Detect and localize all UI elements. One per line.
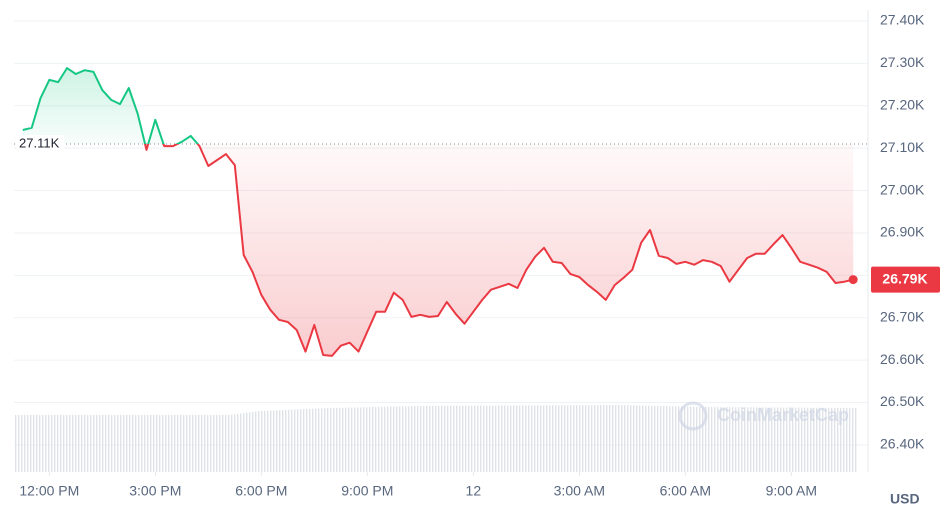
y-tick-label: 27.20K [880, 96, 925, 112]
last-price-label: 26.79K [882, 270, 927, 286]
y-tick-label: 27.30K [880, 54, 925, 70]
x-tick-label: 6:00 PM [235, 483, 287, 499]
last-point [848, 275, 858, 285]
currency-label: USD [890, 491, 920, 507]
watermark-logo [678, 401, 708, 431]
x-tick-label: 9:00 AM [766, 483, 817, 499]
y-tick-label: 27.10K [880, 139, 925, 155]
y-tick-label: 26.90K [880, 224, 925, 240]
watermark: CoinMarketCap [717, 405, 849, 425]
y-tick-label: 27.40K [880, 12, 925, 28]
x-tick-label: 6:00 AM [660, 483, 711, 499]
y-tick-label: 26.70K [880, 308, 925, 324]
y-tick-label: 26.60K [880, 351, 925, 367]
x-tick-label: 3:00 PM [129, 483, 181, 499]
volume-backdrop [14, 405, 858, 472]
last-price-tag [871, 266, 940, 293]
y-tick-label: 26.40K [880, 436, 925, 452]
y-tick-label: 27.00K [880, 181, 925, 197]
x-tick-label: 3:00 AM [554, 483, 605, 499]
y-tick-label: 26.50K [880, 393, 925, 409]
area-fill [22, 68, 854, 356]
x-tick-label: 9:00 PM [341, 483, 393, 499]
baseline-label: 27.11K [19, 135, 60, 150]
baseline-label-bg [16, 134, 64, 153]
x-tick-label: 12 [466, 483, 482, 499]
price-line [22, 67, 854, 357]
x-tick-label: 12:00 PM [19, 483, 79, 499]
